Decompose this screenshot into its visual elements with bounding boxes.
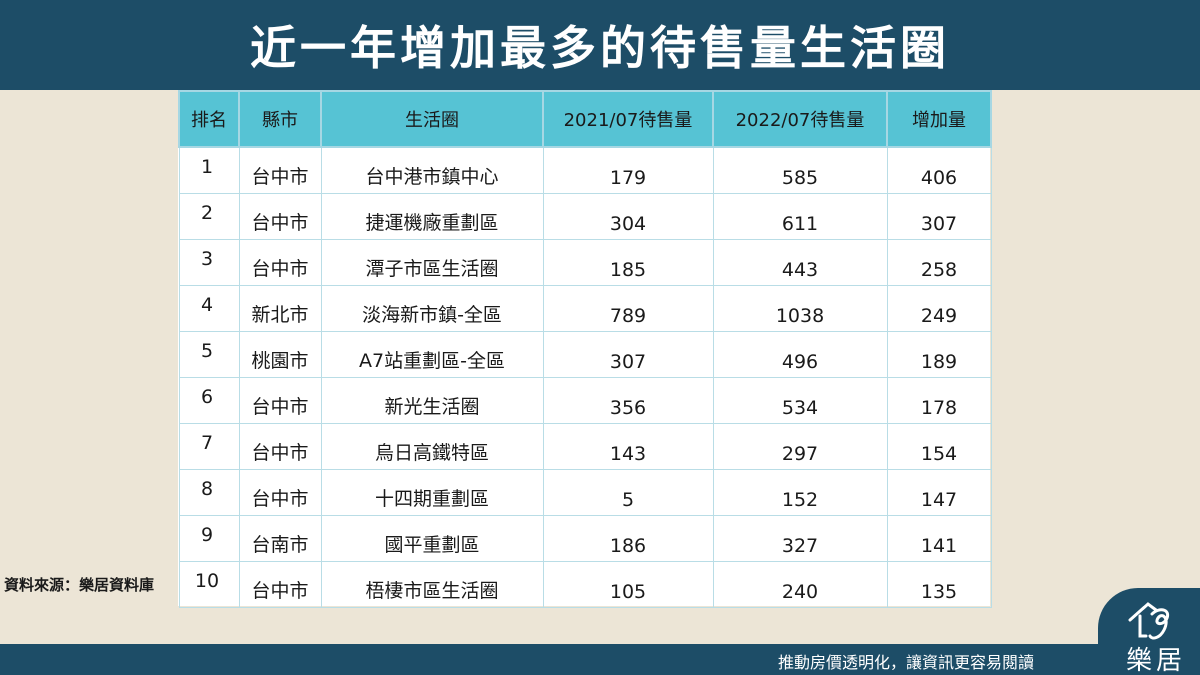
increase-cell: 141 [886,514,992,562]
rank-cell: 5 [178,330,240,378]
area-cell: 烏日高鐵特區 [320,422,544,470]
table-row: 7 台中市 烏日高鐵特區 143 297 154 [178,422,992,470]
footer-bar [0,644,1200,675]
header-2021: 2021/07待售量 [542,90,714,148]
increase-cell: 154 [886,422,992,470]
y2022-cell: 611 [712,192,888,240]
y2021-cell: 185 [542,238,714,286]
rank-cell: 8 [178,468,240,516]
y2021-cell: 179 [542,146,714,194]
increase-cell: 189 [886,330,992,378]
header-increase: 增加量 [886,90,992,148]
city-cell: 新北市 [238,284,322,332]
ranking-table: 排名 縣市 生活圈 2021/07待售量 2022/07待售量 增加量 1 台中… [178,90,992,608]
header-rank: 排名 [178,90,240,148]
table-row: 10 台中市 梧棲市區生活圈 105 240 135 [178,560,992,608]
area-cell: 捷運機廠重劃區 [320,192,544,240]
y2022-cell: 534 [712,376,888,424]
area-cell: A7站重劃區-全區 [320,330,544,378]
y2021-cell: 143 [542,422,714,470]
title-bar: 近一年增加最多的待售量生活圈 [0,0,1200,90]
brand-name: 樂居 [1126,646,1187,675]
table-row: 8 台中市 十四期重劃區 5 152 147 [178,468,992,516]
rank-cell: 2 [178,192,240,240]
increase-cell: 249 [886,284,992,332]
rank-cell: 1 [178,146,240,194]
header-2022: 2022/07待售量 [712,90,888,148]
header-area: 生活圈 [320,90,544,148]
brand-logo [1098,588,1200,675]
rank-cell: 9 [178,514,240,562]
area-cell: 淡海新市鎮-全區 [320,284,544,332]
table-row: 5 桃園市 A7站重劃區-全區 307 496 189 [178,330,992,378]
increase-cell: 406 [886,146,992,194]
area-cell: 台中港市鎮中心 [320,146,544,194]
y2021-cell: 789 [542,284,714,332]
y2022-cell: 152 [712,468,888,516]
page-title: 近一年增加最多的待售量生活圈 [250,21,950,75]
table-row: 4 新北市 淡海新市鎮-全區 789 1038 249 [178,284,992,332]
y2022-cell: 327 [712,514,888,562]
data-source-note: 資料來源：樂居資料庫 [4,576,155,594]
y2021-cell: 307 [542,330,714,378]
y2021-cell: 186 [542,514,714,562]
rank-cell: 10 [178,560,240,608]
area-cell: 國平重劃區 [320,514,544,562]
table-row: 1 台中市 台中港市鎮中心 179 585 406 [178,146,992,194]
city-cell: 台中市 [238,146,322,194]
city-cell: 台中市 [238,376,322,424]
y2021-cell: 356 [542,376,714,424]
table-header-row: 排名 縣市 生活圈 2021/07待售量 2022/07待售量 增加量 [178,90,992,148]
city-cell: 台中市 [238,422,322,470]
city-cell: 台中市 [238,468,322,516]
footer-tagline: 推動房價透明化，讓資訊更容易閱讀 [778,653,1035,672]
y2022-cell: 1038 [712,284,888,332]
city-cell: 台中市 [238,192,322,240]
rank-cell: 7 [178,422,240,470]
city-cell: 台南市 [238,514,322,562]
area-cell: 梧棲市區生活圈 [320,560,544,608]
rank-cell: 4 [178,284,240,332]
city-cell: 桃園市 [238,330,322,378]
area-cell: 潭子市區生活圈 [320,238,544,286]
y2022-cell: 585 [712,146,888,194]
rank-cell: 6 [178,376,240,424]
y2022-cell: 443 [712,238,888,286]
area-cell: 十四期重劃區 [320,468,544,516]
header-city: 縣市 [238,90,322,148]
city-cell: 台中市 [238,238,322,286]
y2021-cell: 105 [542,560,714,608]
increase-cell: 147 [886,468,992,516]
house-swirl-logo-icon [1128,602,1169,640]
table-row: 6 台中市 新光生活圈 356 534 178 [178,376,992,424]
table-row: 2 台中市 捷運機廠重劃區 304 611 307 [178,192,992,240]
table-row: 3 台中市 潭子市區生活圈 185 443 258 [178,238,992,286]
rank-cell: 3 [178,238,240,286]
y2021-cell: 5 [542,468,714,516]
y2022-cell: 297 [712,422,888,470]
city-cell: 台中市 [238,560,322,608]
increase-cell: 178 [886,376,992,424]
increase-cell: 258 [886,238,992,286]
y2022-cell: 496 [712,330,888,378]
y2022-cell: 240 [712,560,888,608]
increase-cell: 135 [886,560,992,608]
area-cell: 新光生活圈 [320,376,544,424]
increase-cell: 307 [886,192,992,240]
y2021-cell: 304 [542,192,714,240]
table-container: 排名 縣市 生活圈 2021/07待售量 2022/07待售量 增加量 1 台中… [178,90,992,608]
table-row: 9 台南市 國平重劃區 186 327 141 [178,514,992,562]
